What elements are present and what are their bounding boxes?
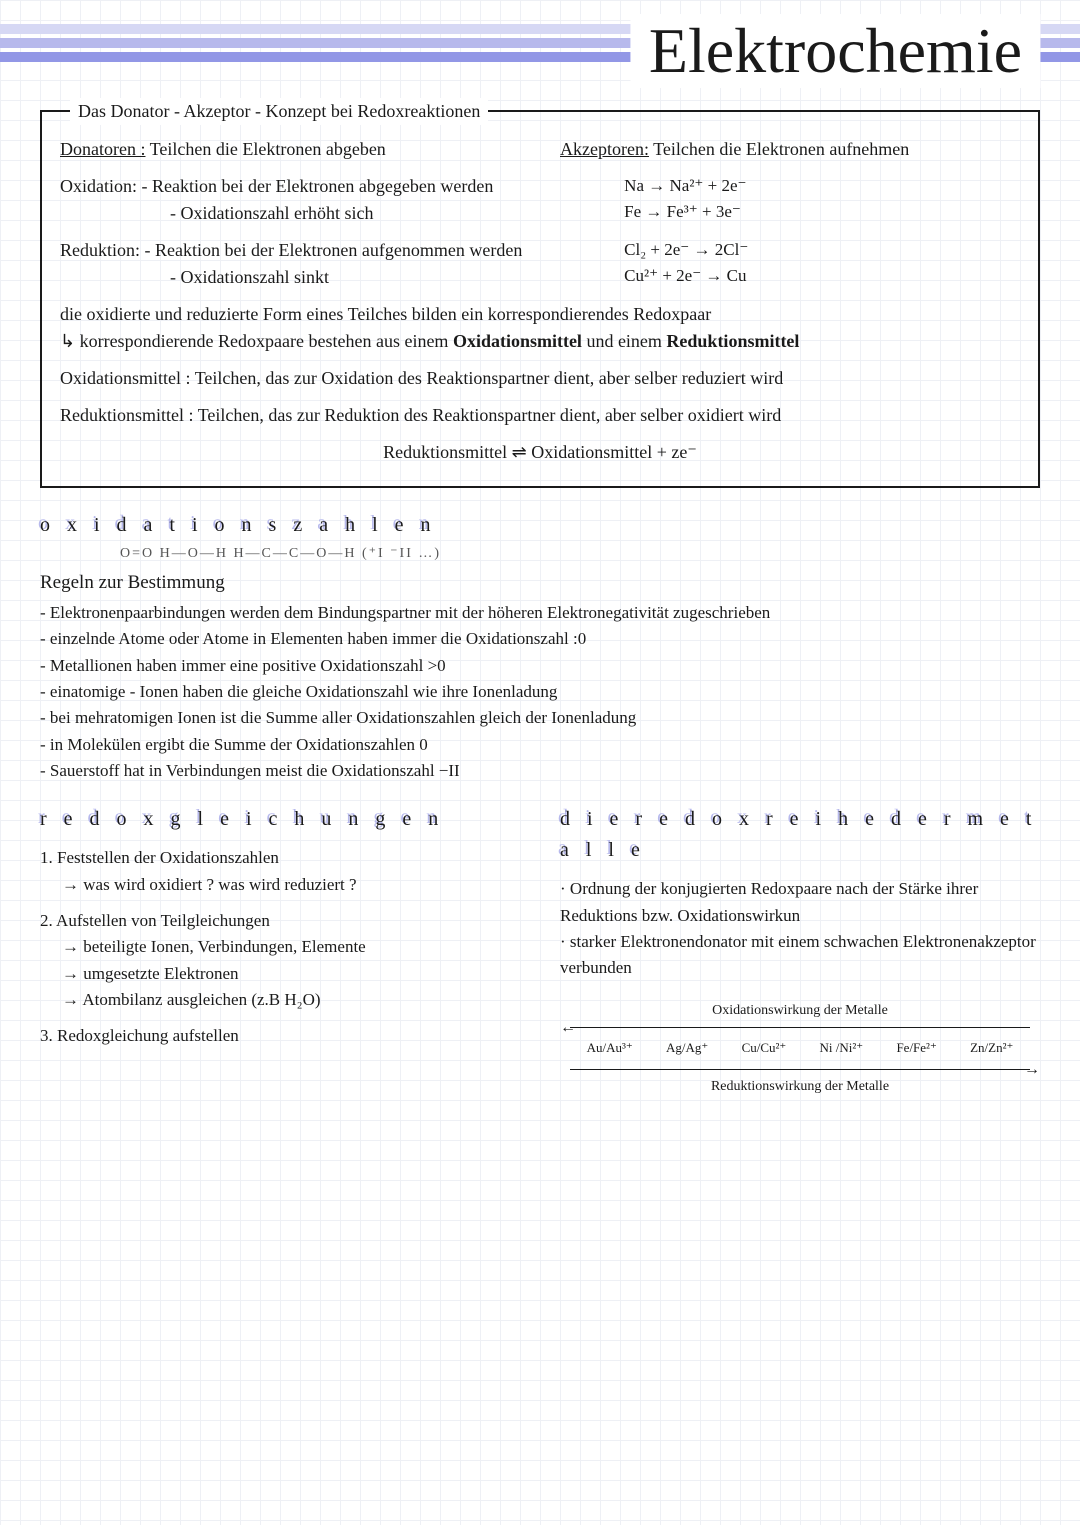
- akzeptoren: Akzeptoren: Teilchen die Elektronen aufn…: [560, 136, 1020, 163]
- reduktion-label: Reduktion:: [60, 240, 140, 260]
- redoxgl-heading: r e d o x g l e i c h u n g e n: [40, 804, 520, 835]
- reduktion-eqs: Cl₂ + 2e⁻ → 2Cl⁻ Cu²⁺ + 2e⁻ → Cu: [624, 237, 1020, 288]
- ox-eq1: Na → Na²⁺ + 2e⁻: [624, 173, 1020, 199]
- rule-5: bei mehratomigen Ionen ist die Summe all…: [40, 705, 1040, 731]
- step2a: beteiligte Ionen, Verbindungen, Elemente: [40, 934, 520, 960]
- concept-box: Das Donator - Akzeptor - Konzept bei Red…: [40, 110, 1040, 488]
- redmittel-label: Reduktionsmittel :: [60, 405, 194, 425]
- reduktion-l2: - Oxidationszahl sinkt: [60, 267, 329, 287]
- page-title: Elektrochemie: [631, 14, 1040, 88]
- rr2: starker Elektronendonator mit einem schw…: [560, 929, 1040, 982]
- scale-top-label: Oxidationswirkung der Metalle: [560, 1000, 1040, 1022]
- pair-4: Fe/Fe²⁺: [896, 1038, 936, 1058]
- oxzahlen-heading: o x i d a t i o n s z a h l e n: [40, 514, 1040, 537]
- pair-text-2: ↳ korrespondierende Redoxpaare bestehen …: [60, 328, 1020, 355]
- step2c: Atombilanz ausgleichen (z.B H₂O): [40, 987, 520, 1013]
- scale-line-top: [570, 1027, 1030, 1028]
- reduktion-l1: - Reaktion bei der Elektronen aufgenomme…: [145, 240, 523, 260]
- rule-6: in Molekülen ergibt die Summe der Oxidat…: [40, 732, 1040, 758]
- col-right: d i e r e d o x r e i h e d e r m e t a …: [560, 794, 1040, 1097]
- oxidation-l2: - Oxidationszahl erhöht sich: [60, 203, 373, 223]
- reduktion-left: Reduktion: - Reaktion bei der Elektronen…: [60, 237, 614, 291]
- donatoren-text: Teilchen die Elektronen abgeben: [150, 139, 386, 159]
- rule-3: Metallionen haben immer eine positive Ox…: [40, 653, 1040, 679]
- red-eq2: Cu²⁺ + 2e⁻ → Cu: [624, 263, 1020, 289]
- rule-4: einatomige - Ionen haben die gleiche Oxi…: [40, 679, 1040, 705]
- rr1: Ordnung der konjugierten Redoxpaare nach…: [560, 876, 1040, 929]
- rules-list: Elektronenpaarbindungen werden dem Bindu…: [40, 600, 1040, 784]
- scale-line-bottom: [570, 1069, 1030, 1070]
- rule-1: Elektronenpaarbindungen werden dem Bindu…: [40, 600, 1040, 626]
- akzeptoren-label: Akzeptoren:: [560, 139, 649, 159]
- step2: 2. Aufstellen von Teilgleichungen: [40, 908, 520, 934]
- pair-0: Au/Au³⁺: [587, 1038, 633, 1058]
- oxmittel-text: Teilchen, das zur Oxidation des Reaktion…: [195, 368, 784, 388]
- step3: 3. Redoxgleichung aufstellen: [40, 1023, 520, 1049]
- oxidation-eqs: Na → Na²⁺ + 2e⁻ Fe → Fe³⁺ + 3e⁻: [624, 173, 1020, 224]
- redmittel-text: Teilchen, das zur Reduktion des Reaktion…: [198, 405, 782, 425]
- oxidation-row: Oxidation: - Reaktion bei der Elektronen…: [60, 173, 1020, 227]
- equilibrium-eq: Reduktionsmittel ⇌ Oxidationsmittel + ze…: [60, 439, 1020, 466]
- rule-7: Sauerstoff hat in Verbindungen meist die…: [40, 758, 1040, 784]
- pair2-b1: Oxidationsmittel: [453, 331, 582, 351]
- red-eq1: Cl₂ + 2e⁻ → 2Cl⁻: [624, 237, 1020, 263]
- title-wrap: Elektrochemie: [40, 20, 1040, 92]
- bottom-columns: r e d o x g l e i c h u n g e n 1. Fests…: [40, 794, 1040, 1097]
- step1a: was wird oxidiert ? was wird reduziert ?: [40, 872, 520, 898]
- pair2-b2: Reduktionsmittel: [666, 331, 799, 351]
- oxmittel-label: Oxidationsmittel :: [60, 368, 191, 388]
- oxidation-label: Oxidation:: [60, 176, 137, 196]
- col-left: r e d o x g l e i c h u n g e n 1. Fests…: [40, 794, 520, 1097]
- akzeptoren-text: Teilchen die Elektronen aufnehmen: [653, 139, 909, 159]
- redox-scale: Oxidationswirkung der Metalle Au/Au³⁺ Ag…: [560, 1000, 1040, 1098]
- scale-bottom-label: Reduktionswirkung der Metalle: [560, 1076, 1040, 1098]
- oxidation-left: Oxidation: - Reaktion bei der Elektronen…: [60, 173, 614, 227]
- oxmittel-row: Oxidationsmittel : Teilchen, das zur Oxi…: [60, 365, 1020, 392]
- box-legend: Das Donator - Akzeptor - Konzept bei Red…: [70, 98, 488, 125]
- pair2-pre: ↳ korrespondierende Redoxpaare bestehen …: [60, 331, 453, 351]
- pair-3: Ni /Ni²⁺: [820, 1038, 864, 1058]
- donor-acceptor-row: Donatoren : Teilchen die Elektronen abge…: [60, 136, 1020, 163]
- donatoren: Donatoren : Teilchen die Elektronen abge…: [60, 136, 520, 163]
- redox-pairs: Au/Au³⁺ Ag/Ag⁺ Cu/Cu²⁺ Ni /Ni²⁺ Fe/Fe²⁺ …: [560, 1034, 1040, 1062]
- rule-2: einzelnde Atome oder Atome in Elementen …: [40, 626, 1040, 652]
- pair-5: Zn/Zn²⁺: [970, 1038, 1013, 1058]
- redmittel-row: Reduktionsmittel : Teilchen, das zur Red…: [60, 402, 1020, 429]
- pair2-mid: und einem: [582, 331, 666, 351]
- pair-text-1: die oxidierte und reduzierte Form eines …: [60, 301, 1020, 328]
- pair-2: Cu/Cu²⁺: [742, 1038, 787, 1058]
- molecule-sketch: O=O H—O—H H—C—C—O—H (⁺I ⁻II …): [120, 545, 1040, 562]
- donatoren-label: Donatoren :: [60, 139, 145, 159]
- ox-eq2: Fe → Fe³⁺ + 3e⁻: [624, 199, 1020, 225]
- oxidation-l1: - Reaktion bei der Elektronen abgegeben …: [142, 176, 494, 196]
- redoxreihe-heading: d i e r e d o x r e i h e d e r m e t a …: [560, 804, 1040, 866]
- reduktion-row: Reduktion: - Reaktion bei der Elektronen…: [60, 237, 1020, 291]
- step1: 1. Feststellen der Oxidationszahlen: [40, 845, 520, 871]
- step2b: umgesetzte Elektronen: [40, 961, 520, 987]
- rules-title: Regeln zur Bestimmung: [40, 572, 1040, 594]
- pair-1: Ag/Ag⁺: [666, 1038, 708, 1058]
